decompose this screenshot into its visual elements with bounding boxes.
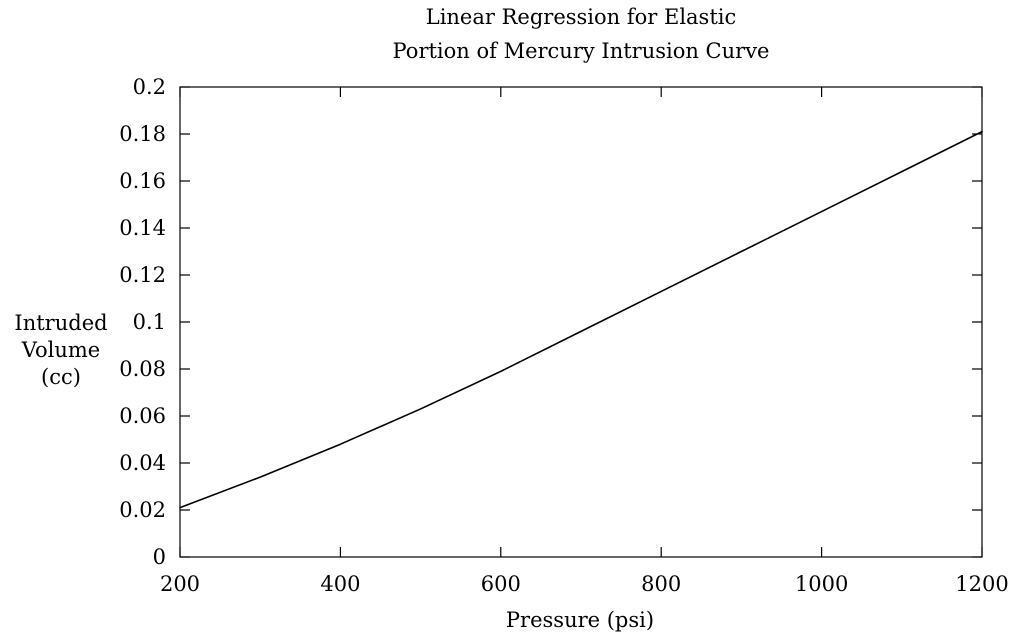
y-tick-label: 0.06 [119, 404, 166, 428]
chart-title-line: Portion of Mercury Intrusion Curve [393, 39, 770, 63]
y-tick-label: 0.16 [119, 169, 166, 193]
x-axis-label: Pressure (psi) [506, 608, 654, 632]
y-tick-label: 0.2 [133, 75, 166, 99]
y-tick-label: 0.1 [133, 310, 166, 334]
chart-title-line: Linear Regression for Elastic [426, 5, 737, 29]
x-tick-label: 200 [160, 572, 200, 596]
chart-title: Linear Regression for Elastic Portion of … [393, 5, 770, 63]
y-tick-label: 0.02 [119, 498, 166, 522]
x-axis: 200 400 600 800 1000 1200 [160, 87, 1009, 596]
plot-frame [179, 86, 983, 558]
y-axis-label-line: Volume [21, 338, 100, 362]
y-axis: 0 0.02 0.04 0.06 0.08 0.1 0.12 0.14 0.16 0.18 0.2 [119, 75, 982, 569]
y-tick-label: 0.14 [119, 216, 166, 240]
x-tick-label: 600 [481, 572, 521, 596]
y-tick-label: 0.04 [119, 451, 166, 475]
y-axis-label-line: Intruded [14, 311, 107, 335]
y-tick-label: 0.18 [119, 122, 166, 146]
x-tick-label: 1000 [795, 572, 848, 596]
series-group [179, 130, 983, 509]
plot-area [179, 86, 983, 558]
y-tick-label: 0 [153, 545, 166, 569]
y-tick-label: 0.08 [119, 357, 166, 381]
series-line [179, 130, 983, 509]
y-axis-label: Intruded Volume (cc) [14, 311, 107, 389]
x-tick-label: 400 [320, 572, 360, 596]
x-tick-label: 800 [641, 572, 681, 596]
x-tick-label: 1200 [955, 572, 1008, 596]
y-tick-label: 0.12 [119, 263, 166, 287]
y-axis-label-line: (cc) [41, 365, 81, 389]
